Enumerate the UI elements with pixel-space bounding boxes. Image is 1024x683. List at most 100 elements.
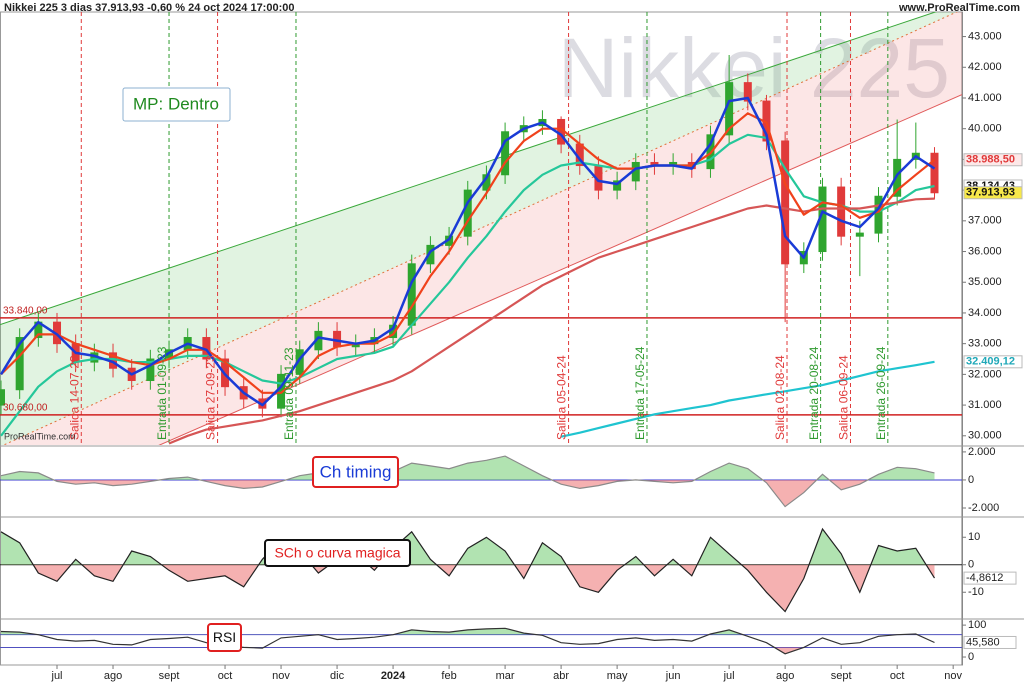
x-tick-label: ago (776, 670, 794, 682)
indicator-title-box (312, 456, 399, 488)
signal-label: Entrada 09-11-23 (282, 347, 296, 440)
y-tick-label: 0 (968, 474, 974, 486)
signal-label: Salida 14-07-23 (67, 355, 81, 440)
channel-lower (158, 94, 962, 445)
negative-area (1, 564, 935, 612)
candle-body (837, 186, 846, 237)
channel-upper (0, 12, 937, 326)
positive-area (1, 456, 935, 480)
y-tick-label: 32.000 (968, 368, 1002, 380)
candle-body (930, 152, 939, 194)
moving-average (0, 112, 936, 394)
x-tick-label: sept (159, 670, 180, 682)
clip-down (53, 479, 868, 507)
negative-area (53, 479, 868, 507)
signal-label: Entrada 01-09-23 (155, 346, 169, 440)
panel (0, 455, 962, 508)
price-label-box (963, 186, 1023, 200)
annotation-box (122, 87, 231, 122)
panel (0, 12, 962, 445)
candle-body (426, 244, 435, 265)
moving-average (560, 360, 935, 438)
y-tick-label: 42.000 (968, 61, 1002, 73)
signal-label: Entrada 17-05-24 (633, 346, 647, 440)
y-tick-label: 0 (968, 559, 974, 571)
candle-body (0, 389, 5, 406)
y-tick-label: 40.000 (968, 123, 1002, 135)
panel (0, 527, 962, 613)
y-tick-label: 2.000 (968, 446, 996, 458)
y-tick-label: 10 (968, 531, 980, 543)
candle-body (743, 82, 752, 102)
y-tick-label: 30.000 (968, 430, 1002, 442)
candle-body (146, 358, 155, 382)
channel-lower-area (3, 12, 962, 445)
price-label: 38.988,50 (966, 154, 1015, 166)
x-tick-label: nov (272, 670, 290, 682)
x-tick-label: jun (665, 670, 681, 682)
credit: ProRealTime.com (4, 431, 76, 441)
y-tick-label: -10 (968, 586, 984, 598)
indicator-title-box (207, 623, 242, 652)
x-tick-label: ago (104, 670, 122, 682)
y-tick-label: 0 (968, 651, 974, 663)
indicator-line (0, 627, 935, 655)
signal-label: Salida 05-04-24 (555, 355, 569, 440)
x-tick-label: abr (553, 670, 569, 682)
price-label-box (963, 355, 1023, 369)
signal-label: Entrada 20-08-24 (807, 346, 821, 440)
indicator-title-box (264, 539, 411, 567)
x-tick-label: oct (218, 670, 233, 682)
y-tick-label: 41.000 (968, 92, 1002, 104)
price-label-box (963, 153, 1023, 167)
candle-body (463, 189, 472, 237)
indicator-line (0, 527, 936, 613)
panel (0, 627, 962, 655)
level-label: 33.840,00 (3, 306, 48, 317)
signal-label: Salida 02-08-24 (773, 355, 787, 440)
indicator-title: Ch timing (320, 462, 392, 481)
y-tick-label: 31.000 (968, 399, 1002, 411)
annotation: MP: Dentro (133, 94, 219, 113)
x-tick-label: jul (51, 670, 63, 682)
candle-body (501, 131, 510, 176)
y-tick-label: 34.000 (968, 307, 1002, 319)
candle-body (781, 140, 790, 265)
moving-average (168, 197, 935, 445)
x-tick-label: may (607, 670, 628, 682)
signal-label: Salida 27-09-23 (204, 355, 218, 440)
positive-area (1, 529, 935, 565)
chart-title: Nikkei 225 3 dias 37.913,93 -0,60 % 24 o… (4, 2, 294, 14)
x-tick-label: dic (330, 670, 345, 682)
watermark: Nikkei 225 (558, 21, 950, 115)
marker-box (963, 635, 1017, 649)
marker-box (963, 571, 1017, 585)
clip-down (1, 564, 935, 612)
candle-body (15, 337, 24, 391)
channel-middle (2, 12, 958, 445)
indicator-title: RSI (213, 629, 236, 645)
y-tick-label: 43.000 (968, 30, 1002, 42)
candle-body (855, 232, 864, 237)
y-tick-label: 37.000 (968, 215, 1002, 227)
signal-label: Salida 06-09-24 (837, 355, 851, 440)
x-tick-label: mar (496, 670, 515, 682)
signal-label: Entrada 26-09-24 (874, 346, 888, 440)
y-tick-label: -2.000 (968, 502, 999, 514)
x-tick-label: feb (441, 670, 456, 682)
candle-body (874, 195, 883, 234)
x-tick-label: nov (944, 670, 962, 682)
clip-up (1, 456, 935, 480)
candle-body (613, 180, 622, 191)
y-tick-label: 36.000 (968, 245, 1002, 257)
y-tick-label: 33.000 (968, 338, 1002, 350)
y-tick-label: 35.000 (968, 276, 1002, 288)
y-tick-label: 100 (968, 619, 986, 631)
x-tick-label: sept (831, 670, 852, 682)
level-label: 30.680,00 (3, 403, 48, 414)
moving-average (0, 96, 936, 407)
indicator-line (0, 455, 935, 508)
clip-up (1, 529, 935, 565)
